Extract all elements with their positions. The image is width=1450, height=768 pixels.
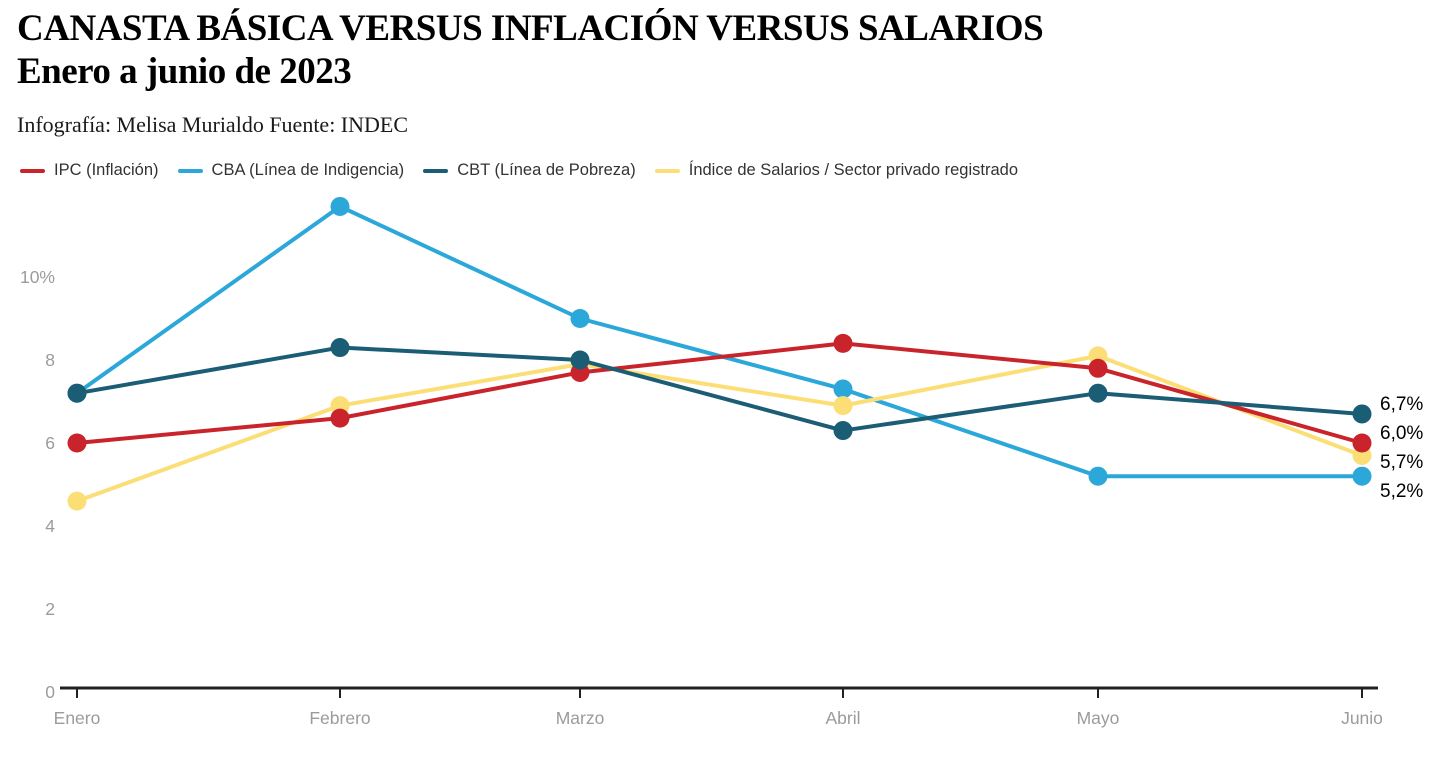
legend-item-ipc: IPC (Inflación) [20,161,159,180]
data-point-ipc-febrero [330,408,350,428]
y-axis-tick-label-0: 0 [45,682,55,702]
legend-item-cba: CBA (Línea de Indigencia) [177,161,405,180]
x-axis-label-febrero: Febrero [309,708,370,728]
end-value-label-cbt: 6,7% [1380,394,1423,415]
data-point-cba-marzo [570,309,590,328]
end-value-label-salarios: 5,7% [1380,452,1423,473]
chart-legend: IPC (Inflación) CBA (Línea de Indigencia)… [20,161,1018,180]
data-point-cba-abril [833,379,853,399]
data-point-ipc-abril [833,333,853,353]
x-axis-label-enero: Enero [54,708,101,728]
legend-item-cbt: CBT (Línea de Pobreza) [423,161,636,180]
data-point-cba-mayo [1088,466,1108,486]
data-point-cba-febrero [330,196,350,216]
end-value-label-ipc: 6,0% [1380,423,1423,444]
data-point-salarios-abril [833,396,853,416]
x-axis-label-junio: Junio [1341,708,1383,728]
series-line-cbt [75,345,1364,433]
legend-line-swatch-cbt [423,168,449,173]
chart-title: CANASTA BÁSICA VERSUS INFLACIÓN VERSUS S… [17,8,1044,94]
x-axis-label-abril: Abril [825,708,860,728]
series-line-salarios [75,353,1364,504]
y-axis-tick-label-8: 8 [45,350,55,370]
y-axis-tick-label-6: 6 [45,433,55,453]
end-value-label-cba: 5,2% [1380,481,1423,502]
data-point-cbt-enero [67,383,87,403]
x-axis-label-mayo: Mayo [1077,708,1120,728]
data-point-cba-junio [1352,466,1372,486]
y-axis-tick-label-2: 2 [45,599,55,619]
data-point-cbt-abril [833,421,853,441]
series-line-ipc [75,341,1364,445]
data-point-ipc-junio [1352,433,1372,453]
data-point-cbt-mayo [1088,383,1108,403]
data-point-ipc-enero [67,433,87,453]
chart-title-line1: CANASTA BÁSICA VERSUS INFLACIÓN VERSUS S… [17,8,1044,49]
legend-line-swatch-salarios [654,168,680,173]
data-point-salarios-enero [67,491,87,511]
data-point-ipc-mayo [1088,358,1108,378]
y-axis-tick-label-10: 10% [20,267,55,287]
series-line-cba [75,204,1364,479]
legend-line-swatch-cba [177,168,203,173]
data-point-cbt-junio [1352,404,1372,424]
legend-line-swatch-ipc [20,168,45,173]
chart-credit: Infografía: Melisa Murialdo Fuente: INDE… [17,112,409,137]
y-axis-tick-label-4: 4 [45,516,55,536]
data-point-cbt-febrero [330,338,350,358]
legend-item-salarios: Índice de Salarios / Sector privado regi… [654,161,1018,180]
legend-label-salarios: Índice de Salarios / Sector privado regi… [688,161,1018,179]
data-point-cbt-marzo [570,350,590,370]
legend-label-cba: CBA (Línea de Indigencia) [211,161,405,179]
legend-label-cbt: CBT (Línea de Pobreza) [457,161,636,179]
chart-title-line2: Enero a junio de 2023 [17,50,352,92]
x-axis-label-marzo: Marzo [556,708,605,728]
legend-label-ipc: IPC (Inflación) [54,161,159,179]
